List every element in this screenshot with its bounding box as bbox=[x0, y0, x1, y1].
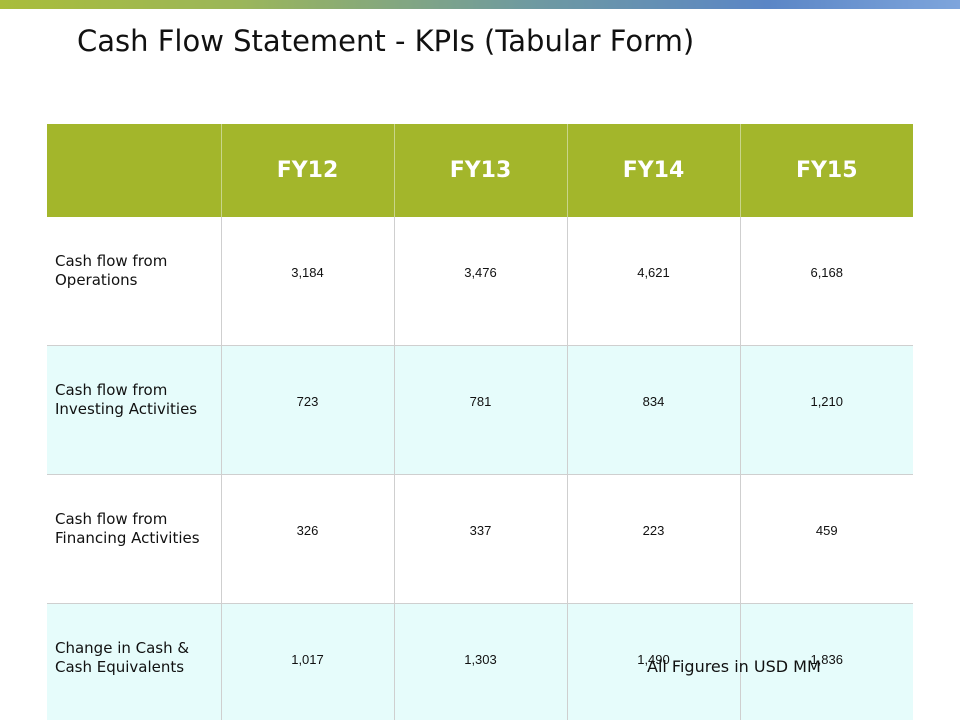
table-cell: 834 bbox=[567, 345, 741, 475]
cell-value: 459 bbox=[815, 522, 838, 538]
row-label: Cash flow from Investing Activities bbox=[47, 345, 222, 475]
column-header-fy13: FY13 bbox=[394, 124, 568, 217]
row-label: Cash flow from Financing Activities bbox=[47, 474, 222, 604]
table-row: Cash flow from Financing Activities 326 … bbox=[47, 474, 913, 604]
cell-value: 1,836 bbox=[810, 651, 844, 667]
page-title: Cash Flow Statement - KPIs (Tabular Form… bbox=[77, 24, 695, 58]
row-label: Cash flow from Operations bbox=[47, 217, 222, 346]
cell-value: 1,490 bbox=[637, 651, 670, 667]
cell-value: 223 bbox=[642, 522, 665, 538]
kpi-table: FY12 FY13 FY14 FY15 Cash flow from Opera… bbox=[47, 124, 913, 720]
cell-value: 1,303 bbox=[464, 651, 497, 667]
cell-value: 326 bbox=[296, 522, 319, 538]
cell-value: 1,017 bbox=[291, 651, 324, 667]
table-cell: 1,490 bbox=[567, 603, 741, 720]
column-header-fy14: FY14 bbox=[567, 124, 741, 217]
cell-value: 781 bbox=[469, 393, 492, 409]
top-gradient-bar bbox=[0, 0, 960, 9]
row-label: Change in Cash & Cash Equivalents bbox=[47, 603, 222, 720]
column-header-fy12: FY12 bbox=[221, 124, 395, 217]
table-cell: 723 bbox=[221, 345, 395, 475]
cell-value: 4,621 bbox=[637, 264, 670, 280]
table-cell: 1,210 bbox=[740, 345, 913, 475]
cell-value: 723 bbox=[296, 393, 319, 409]
table-row: Change in Cash & Cash Equivalents 1,017 … bbox=[47, 603, 913, 720]
table-cell: 6,168 bbox=[740, 217, 913, 346]
cell-value: 6,168 bbox=[810, 264, 844, 280]
table-header-row: FY12 FY13 FY14 FY15 bbox=[47, 124, 913, 217]
table-cell: 3,184 bbox=[221, 217, 395, 346]
units-footnote: All Figures in USD MM bbox=[647, 657, 821, 676]
table-row: Cash flow from Investing Activities 723 … bbox=[47, 345, 913, 475]
table-cell: 1,836 bbox=[740, 603, 913, 720]
table-cell: 223 bbox=[567, 474, 741, 604]
table-cell: 3,476 bbox=[394, 217, 568, 346]
column-header-fy15: FY15 bbox=[740, 124, 913, 217]
header-corner-cell bbox=[47, 124, 222, 217]
table-cell: 1,017 bbox=[221, 603, 395, 720]
table-cell: 326 bbox=[221, 474, 395, 604]
cell-value: 3,476 bbox=[464, 264, 497, 280]
table-cell: 459 bbox=[740, 474, 913, 604]
table-cell: 781 bbox=[394, 345, 568, 475]
cell-value: 3,184 bbox=[291, 264, 324, 280]
cell-value: 834 bbox=[642, 393, 665, 409]
table-cell: 1,303 bbox=[394, 603, 568, 720]
table-cell: 4,621 bbox=[567, 217, 741, 346]
table-cell: 337 bbox=[394, 474, 568, 604]
cell-value: 337 bbox=[469, 522, 492, 538]
table-row: Cash flow from Operations 3,184 3,476 4,… bbox=[47, 217, 913, 346]
cell-value: 1,210 bbox=[810, 393, 844, 409]
